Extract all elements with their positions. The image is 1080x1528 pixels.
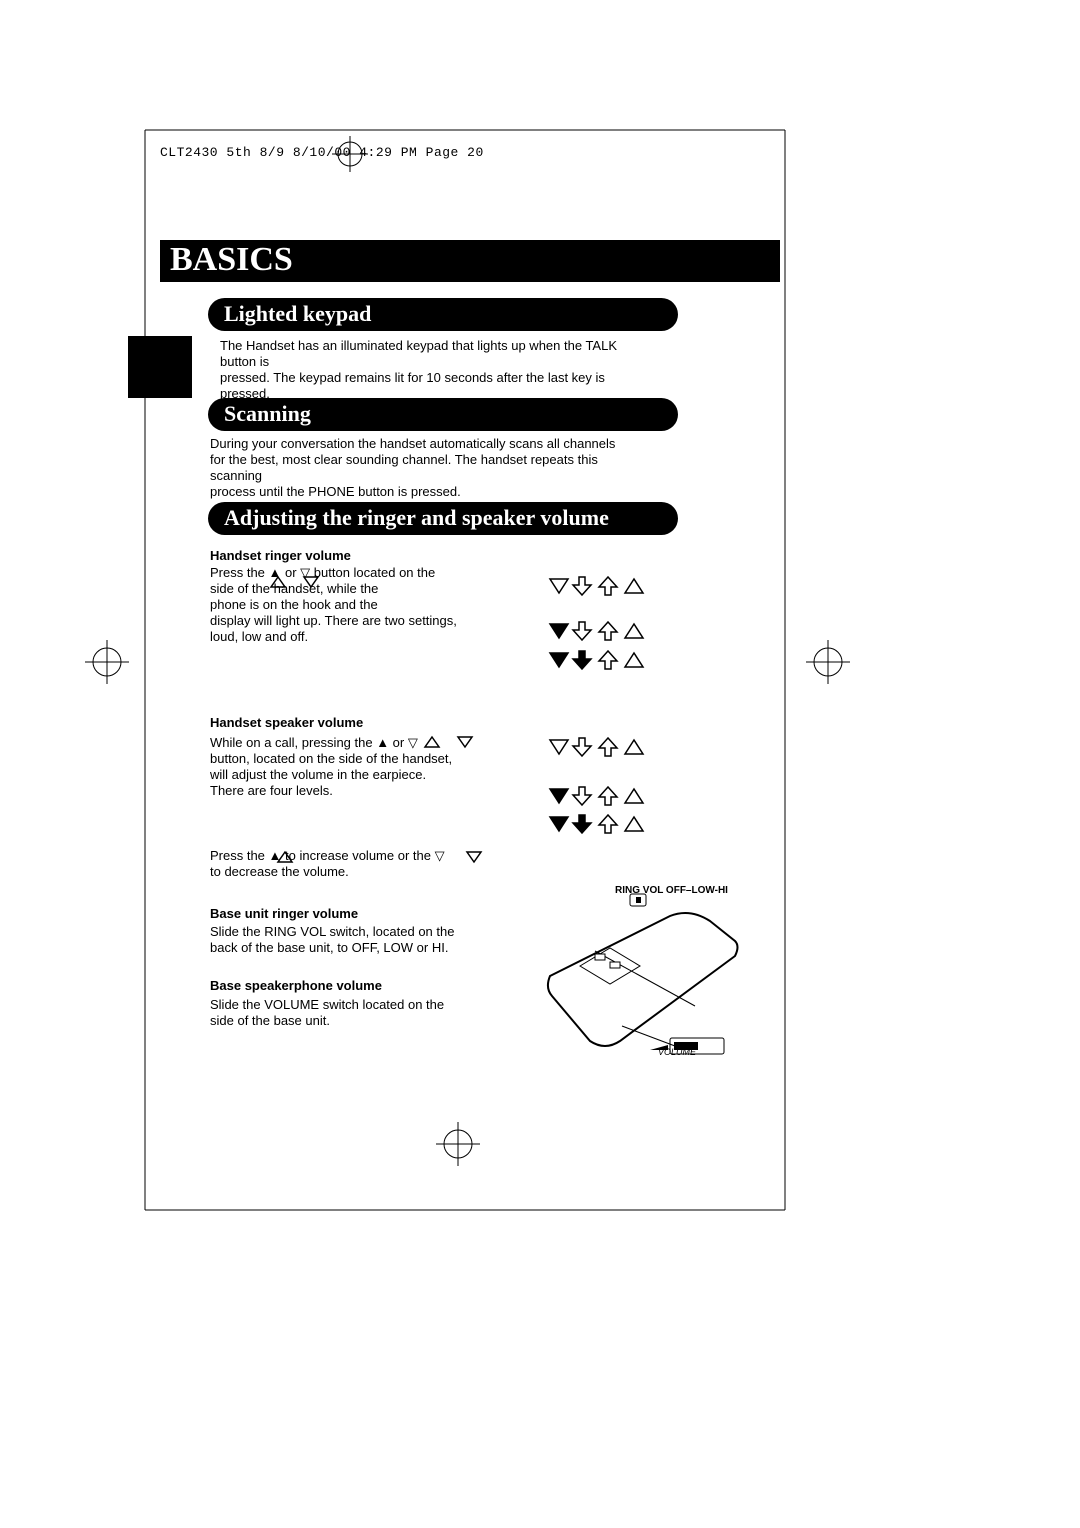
header-line: CLT2430 5th 8/9 8/10/00 4:29 PM Page 20 xyxy=(160,145,484,160)
display-row xyxy=(545,649,695,680)
triangle-down-icon xyxy=(465,850,483,869)
triangle-down-icon xyxy=(302,575,320,594)
display-row xyxy=(545,620,695,651)
handset-speaker-title: Handset speaker volume xyxy=(210,715,510,731)
triangle-up-icon xyxy=(423,735,441,754)
scanning-body: During your conversation the handset aut… xyxy=(210,436,630,500)
ring-vol-label: RING VOL OFF–LOW-HI xyxy=(615,885,728,897)
display-row: SP xyxy=(545,813,695,844)
handset-ringer-body: Press the ▲ or ▽ button located on the s… xyxy=(210,565,510,645)
base-ringer-title: Base unit ringer volume xyxy=(210,906,530,922)
triangle-down-icon xyxy=(456,735,474,754)
pill-lighted-keypad: Lighted keypad xyxy=(208,298,678,331)
volume-label: VOLUME xyxy=(658,1047,696,1057)
reg-bottom-center xyxy=(436,1122,486,1177)
side-tab xyxy=(128,336,192,398)
base-speaker-body: Slide the VOLUME switch located on the s… xyxy=(210,997,530,1029)
pill-adjusting: Adjusting the ringer and speaker volume xyxy=(208,502,678,535)
handset-ringer-title: Handset ringer volume xyxy=(210,548,510,564)
triangle-up-icon xyxy=(276,850,294,869)
reg-left-mid xyxy=(85,640,135,695)
display-row xyxy=(545,575,695,606)
reg-right-mid xyxy=(806,640,856,695)
display-row xyxy=(545,785,695,816)
lighted-keypad-body: The Handset has an illuminated keypad th… xyxy=(220,338,640,402)
base-speaker-title: Base speakerphone volume xyxy=(210,978,530,994)
display-row: SP xyxy=(545,736,695,767)
pill-scanning: Scanning xyxy=(208,398,678,431)
base-unit-illustration xyxy=(540,876,740,1076)
base-ringer-body: Slide the RING VOL switch, located on th… xyxy=(210,924,530,956)
crop-marks xyxy=(0,0,1080,1528)
triangle-up-icon xyxy=(269,575,287,594)
basics-title: BASICS xyxy=(160,240,780,282)
